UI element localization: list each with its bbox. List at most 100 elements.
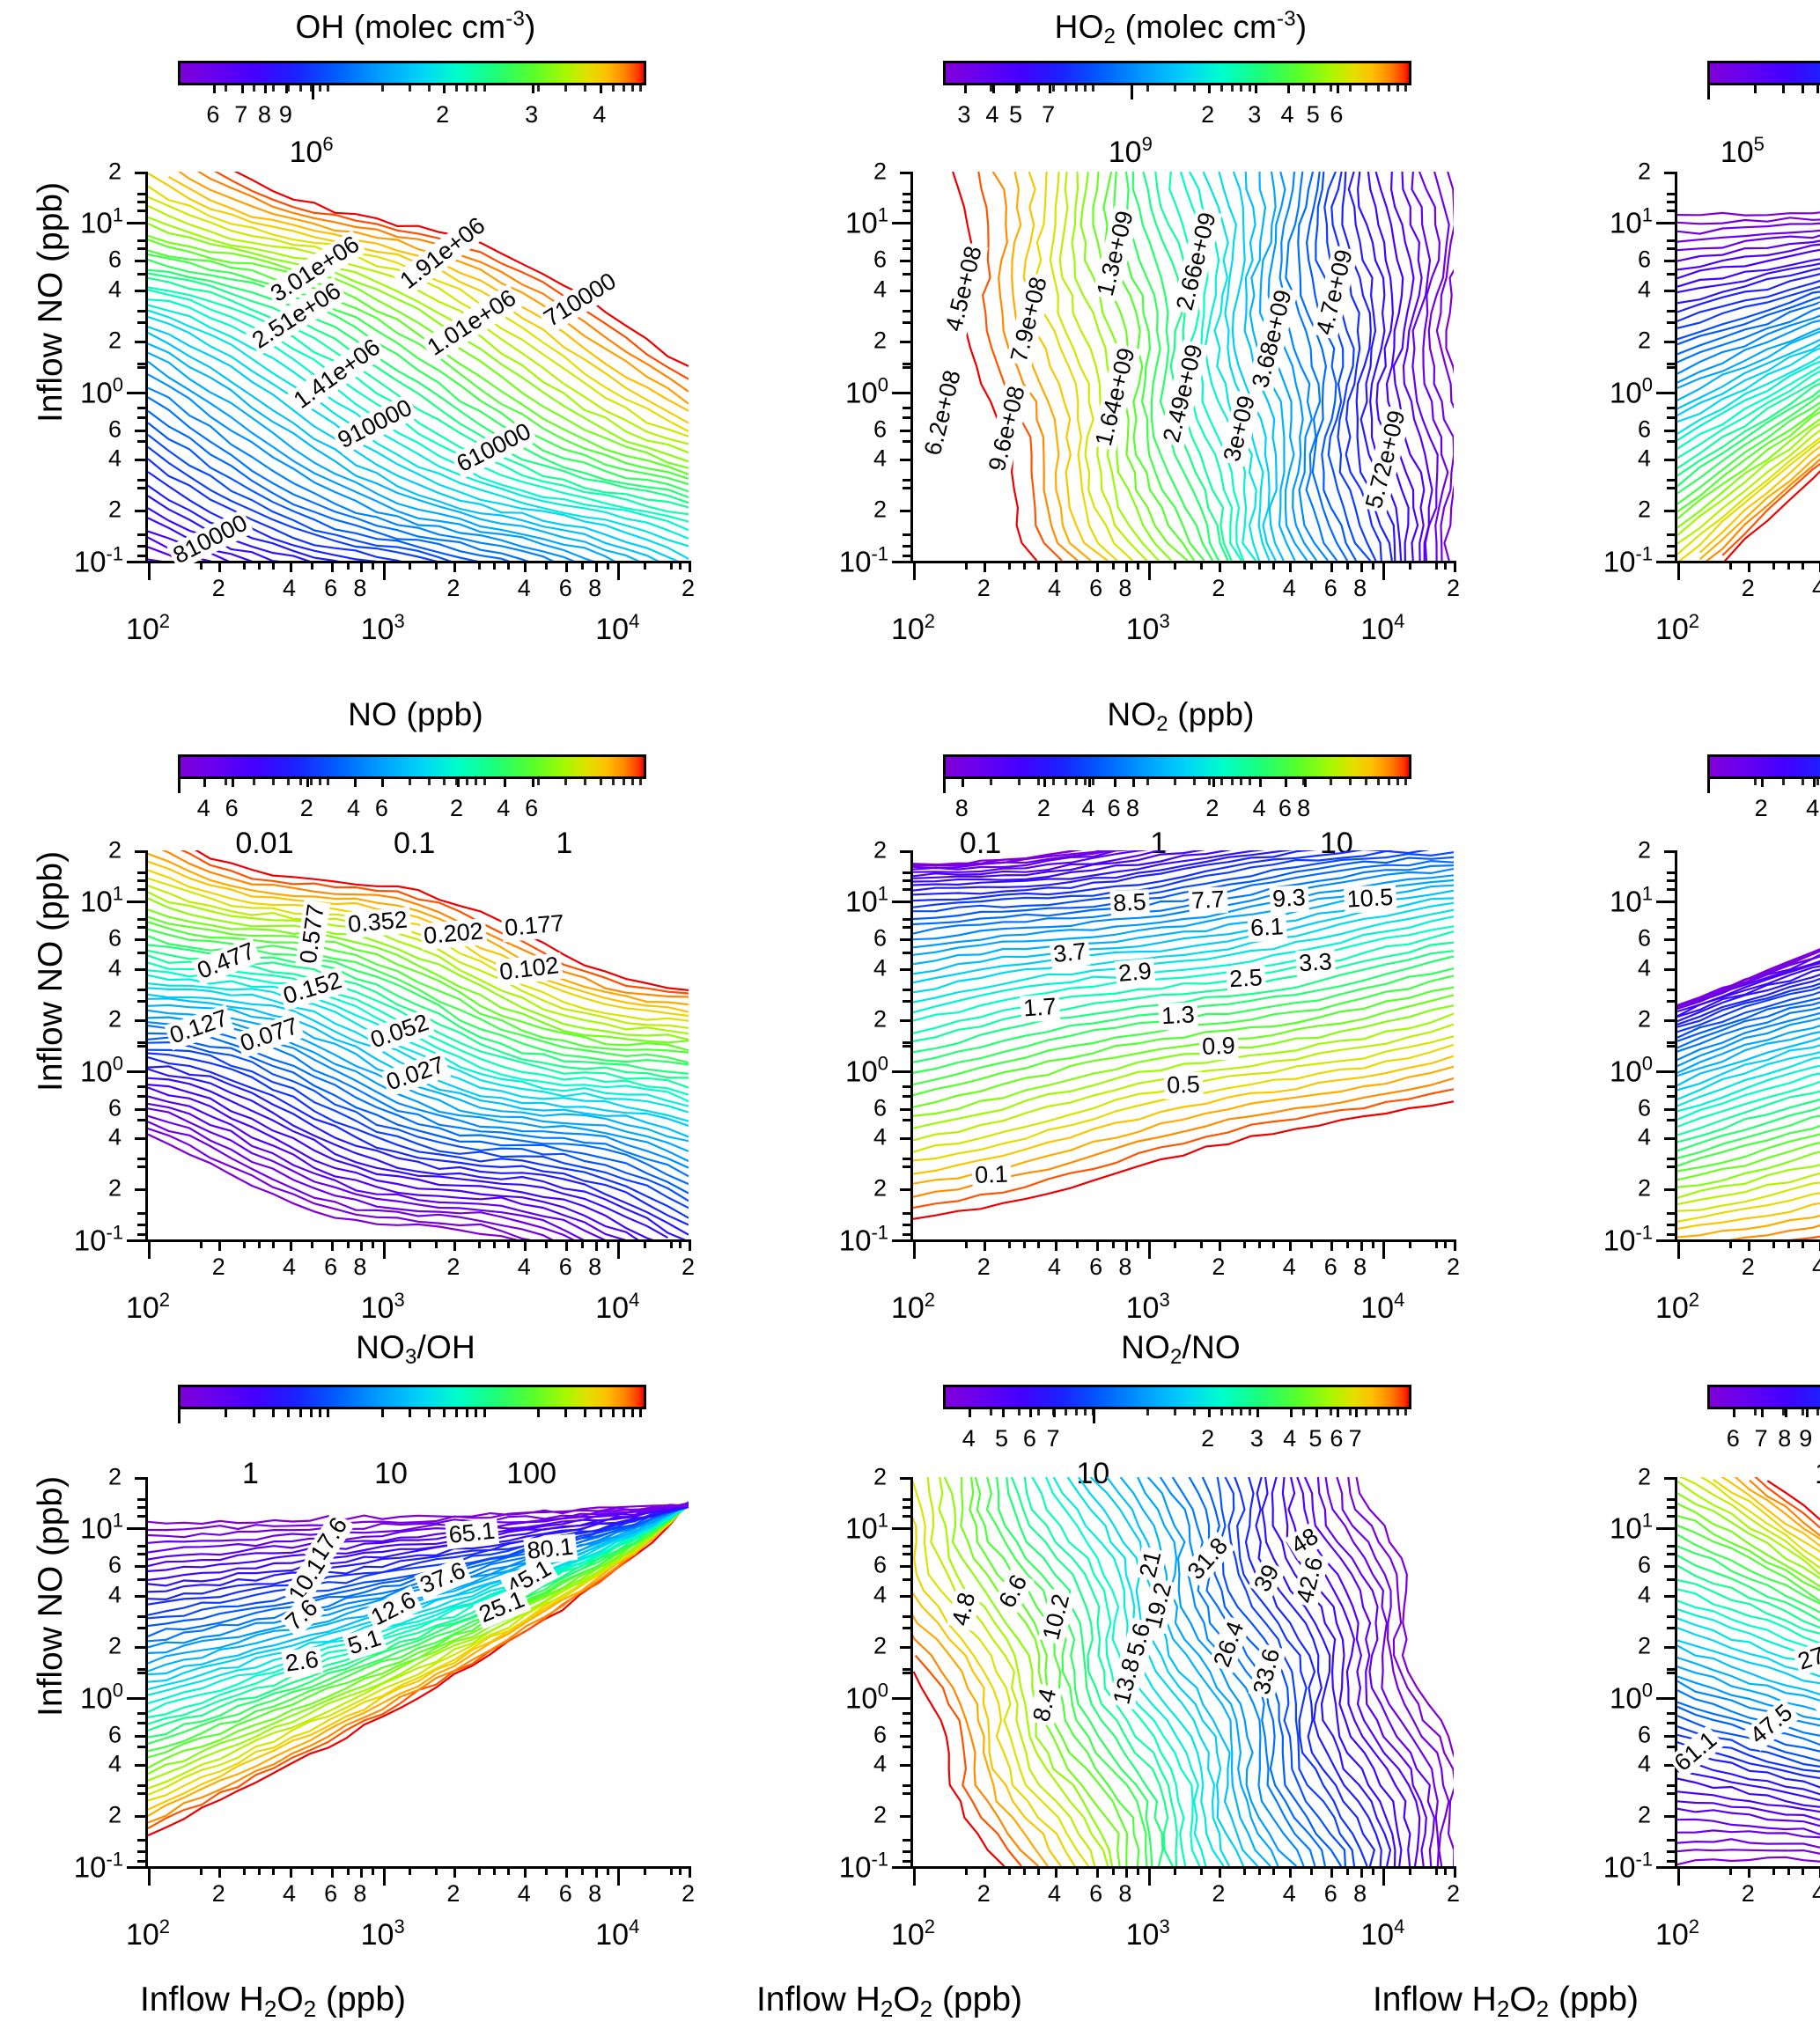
x-tick-minor [272, 561, 276, 570]
x-tick-minor [1748, 1866, 1751, 1878]
y-tick-label-minor: 2 [873, 327, 887, 354]
y-tick-minor [1667, 1040, 1677, 1044]
y-tick-minor [903, 1515, 913, 1518]
x-tick-minor [1444, 1866, 1448, 1875]
x-tick-minor [408, 1866, 411, 1875]
colorbar-tick-label: 4 [1280, 101, 1294, 128]
x-tick-label-minor: 4 [283, 1880, 297, 1907]
x-tick-minor [408, 1239, 411, 1248]
x-tick-label: 104 [1360, 1289, 1405, 1325]
colorbar-tick-label: 8 [1778, 1425, 1792, 1452]
y-tick-label-minor: 2 [107, 1801, 122, 1828]
x-tick-label: 102 [890, 1915, 936, 1952]
y-tick-minor [903, 1498, 913, 1502]
x-tick-minor [1124, 1239, 1128, 1251]
y-tick-minor [1664, 1137, 1677, 1141]
y-tick-minor [137, 888, 148, 892]
y-tick-label-minor: 2 [1637, 1632, 1651, 1659]
y-tick-minor [137, 1085, 148, 1089]
y-tick-label-minor: 6 [1637, 924, 1651, 952]
x-tick-major [1677, 561, 1680, 580]
y-tick-label-minor: 2 [1637, 836, 1651, 864]
y-tick-minor [1667, 1224, 1677, 1227]
y-tick-minor [900, 1187, 913, 1191]
y-tick-minor [1664, 1734, 1677, 1738]
x-tick-minor [669, 1866, 673, 1875]
x-tick-minor [545, 561, 549, 570]
y-tick-minor [903, 1745, 913, 1748]
y-tick-minor [137, 1722, 148, 1725]
y-tick-label-minor: 2 [107, 158, 122, 185]
y-tick-minor [900, 1477, 913, 1480]
colorbar-decade-label: 10 [374, 1457, 408, 1490]
x-tick-minor [606, 1239, 609, 1248]
x-tick-minor [218, 1239, 222, 1251]
y-tick-label: 101 [80, 882, 123, 918]
y-tick-label-minor: 6 [107, 1551, 122, 1578]
y-tick-label-minor: 2 [1637, 496, 1651, 523]
x-tick-minor [545, 1239, 549, 1248]
colorbar-tick-label: 4 [1806, 795, 1820, 821]
x-tick-minor [1095, 1239, 1099, 1251]
colorbar-tick-label: 8 [954, 795, 969, 821]
y-tick-major [127, 1696, 148, 1700]
colorbar-no3: 105106107108 [1707, 61, 1820, 169]
x-tick-minor [1037, 561, 1041, 570]
x-tick-minor [1023, 1239, 1027, 1248]
colorbar-gradient-no [178, 754, 646, 779]
colorbar-tick-label: 7 [1348, 1425, 1362, 1452]
y-tick-label-minor: 2 [107, 836, 122, 864]
y-tick-minor [903, 1212, 913, 1216]
x-tick-major [913, 561, 916, 580]
y-tick-minor [137, 545, 148, 548]
y-tick-label: 10-1 [1603, 542, 1653, 578]
y-tick-label-minor: 2 [873, 496, 887, 523]
x-tick-minor [594, 1866, 598, 1878]
y-tick-label: 100 [80, 1052, 123, 1088]
y-tick-label: 101 [1610, 203, 1653, 239]
y-tick-label-minor: 6 [873, 246, 887, 273]
x-tick-major [1147, 1239, 1151, 1259]
x-tick-label-minor: 8 [588, 1254, 602, 1280]
y-tick-minor [137, 321, 148, 325]
x-tick-minor [289, 561, 292, 572]
colorbar-tick-label: 6 [1107, 795, 1121, 821]
x-tick-minor [679, 1239, 682, 1248]
y-tick-minor [1664, 1645, 1677, 1649]
y-tick-minor [137, 1839, 148, 1842]
colorbar-decade-labels-no3_oh: 1 10 100 [178, 1457, 646, 1494]
y-tick-minor [135, 1107, 148, 1111]
colorbar-tick-label: 4 [196, 795, 210, 821]
y-tick-minor [903, 888, 913, 892]
colorbar-decade-labels-oh: 106 [178, 133, 646, 170]
y-tick-label-minor: 2 [1637, 327, 1651, 354]
y-tick-label-minor: 6 [1637, 1721, 1651, 1748]
y-tick-minor [900, 938, 913, 942]
y-tick-minor [903, 1850, 913, 1854]
y-tick-label-minor: 6 [107, 1721, 122, 1748]
x-tick-minor [359, 561, 363, 572]
x-tick-minor [965, 1866, 969, 1875]
colorbar-gradient-ho2 [943, 61, 1411, 85]
colorbar-o3: 2468246810100 [1707, 754, 1820, 851]
y-tick-label-minor: 6 [1637, 1094, 1651, 1121]
x-tick-major [913, 1239, 916, 1259]
y-tick-minor [1664, 1764, 1677, 1768]
x-tick-minor [1729, 1239, 1733, 1248]
y-tick-minor [137, 366, 148, 369]
y-tick-minor [903, 555, 913, 558]
x-tick-minor [372, 1866, 375, 1875]
y-tick-major [1656, 222, 1677, 225]
colorbar-tick-label: 4 [962, 1425, 976, 1452]
y-tick-label-minor: 2 [1637, 1463, 1651, 1490]
y-tick-label-minor: 4 [1637, 1581, 1651, 1608]
y-tick-minor [1667, 201, 1677, 204]
y-tick-minor [900, 1565, 913, 1569]
y-tick-label-minor: 4 [107, 445, 122, 472]
x-tick-label-minor: 4 [1282, 1254, 1296, 1280]
y-tick-minor [1667, 871, 1677, 875]
y-tick-minor [137, 362, 148, 365]
colorbar-ticks-no3_oh [178, 1409, 646, 1423]
